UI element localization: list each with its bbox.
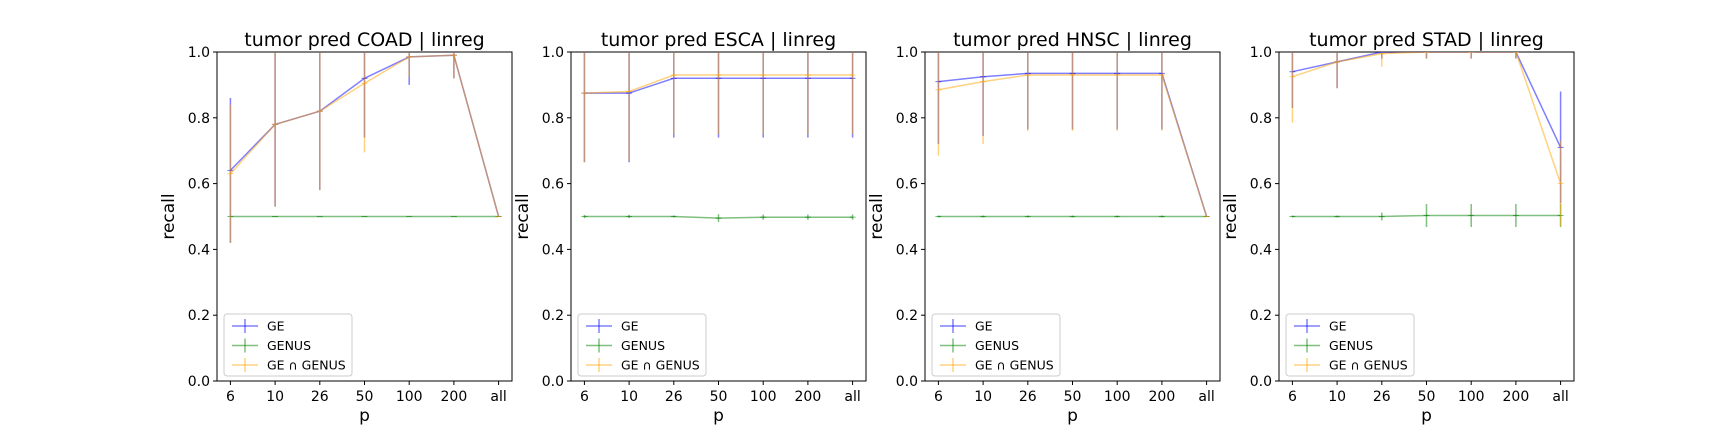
chart-title: tumor pred STAD | linreg (1309, 29, 1544, 51)
legend-box (577, 313, 707, 377)
legend-label: GENUS (267, 338, 311, 353)
x-axis-label: p (1067, 406, 1078, 426)
x-tick-label: all (1552, 389, 1568, 405)
data-layer (581, 52, 856, 223)
x-tick-label: 100 (1104, 389, 1131, 405)
x-tick-label: 50 (1418, 389, 1436, 405)
chart-title: tumor pred COAD | linreg (244, 29, 484, 51)
legend: GE GENUS GE ∩ GENUS (223, 313, 353, 377)
subplot-4: 0.0 0.2 0.4 0.6 0.8 1.0 6 10 26 50 100 200 all tumor … (1221, 29, 1575, 426)
y-tick-label: 0.0 (542, 374, 564, 390)
legend-label: GE ∩ GENUS (621, 358, 700, 373)
x-tick-label: 50 (710, 389, 728, 405)
x-tick-label: 26 (1019, 389, 1037, 405)
legend-label: GE (975, 319, 993, 334)
x-tick-label: 200 (1149, 389, 1176, 405)
chart-title: tumor pred HNSC | linreg (953, 29, 1192, 51)
y-tick-label: 1.0 (542, 45, 564, 61)
x-tick-label: 200 (795, 389, 822, 405)
legend-label: GE ∩ GENUS (1329, 358, 1408, 373)
legend: GE GENUS GE ∩ GENUS (577, 313, 707, 377)
x-tick-label: 10 (974, 389, 992, 405)
legend-box (931, 313, 1061, 377)
y-tick-label: 0.2 (188, 308, 210, 324)
x-tick-label: 10 (1328, 389, 1346, 405)
x-tick-label: all (1198, 389, 1214, 405)
y-tick-label: 0.4 (1250, 242, 1272, 258)
x-tick-label: 26 (311, 389, 329, 405)
y-tick-label: 0.0 (188, 374, 210, 390)
y-tick-label: 0.2 (1250, 308, 1272, 324)
legend: GE GENUS GE ∩ GENUS (1285, 313, 1415, 377)
data-layer (935, 52, 1210, 218)
x-tick-label: 200 (1503, 389, 1530, 405)
legend-label: GE (1329, 319, 1347, 334)
y-tick-label: 1.0 (896, 45, 918, 61)
data-layer (227, 52, 502, 243)
y-tick-label: 0.4 (188, 242, 210, 258)
legend-label: GENUS (621, 338, 665, 353)
x-tick-label: 10 (266, 389, 284, 405)
x-tick-label: 6 (934, 389, 943, 405)
y-axis-label: recall (867, 193, 887, 239)
x-tick-label: 100 (1458, 389, 1485, 405)
y-axis-label: recall (1221, 193, 1241, 239)
y-tick-label: 0.8 (896, 111, 918, 127)
data-layer (1289, 52, 1564, 228)
y-axis-label: recall (513, 193, 533, 239)
x-tick-label: 10 (620, 389, 638, 405)
x-tick-label: 100 (396, 389, 423, 405)
y-axis-label: recall (159, 193, 179, 239)
series-line-ge-genus (1292, 52, 1562, 184)
x-axis-label: p (359, 406, 370, 426)
subplot-3: 0.0 0.2 0.4 0.6 0.8 1.0 6 10 26 50 100 200 all tumor … (867, 29, 1221, 426)
legend-box (223, 313, 353, 377)
y-tick-label: 0.8 (188, 111, 210, 127)
y-tick-label: 0.0 (896, 374, 918, 390)
chart-title: tumor pred ESCA | linreg (601, 29, 836, 51)
y-tick-label: 0.2 (542, 308, 564, 324)
y-tick-label: 0.6 (188, 177, 210, 193)
x-axis-label: p (713, 406, 724, 426)
x-tick-label: 6 (226, 389, 235, 405)
x-tick-label: 200 (441, 389, 468, 405)
y-tick-label: 0.4 (542, 242, 564, 258)
y-tick-label: 0.4 (896, 242, 918, 258)
x-tick-label: 50 (1064, 389, 1082, 405)
x-tick-label: 6 (580, 389, 589, 405)
y-tick-label: 0.6 (1250, 177, 1272, 193)
y-tick-label: 0.8 (542, 111, 564, 127)
legend-label: GE (621, 319, 639, 334)
y-tick-label: 0.8 (1250, 111, 1272, 127)
x-tick-label: all (844, 389, 860, 405)
legend-label: GENUS (975, 338, 1019, 353)
legend-label: GE ∩ GENUS (267, 358, 346, 373)
y-tick-label: 0.6 (896, 177, 918, 193)
legend-label: GE (267, 319, 285, 334)
y-tick-label: 0.0 (1250, 374, 1272, 390)
x-tick-label: 26 (665, 389, 683, 405)
x-tick-label: 6 (1288, 389, 1297, 405)
x-axis-label: p (1421, 406, 1432, 426)
y-tick-label: 1.0 (1250, 45, 1272, 61)
legend-box (1285, 313, 1415, 377)
subplot-1: 0.0 0.2 0.4 0.6 0.8 1.0 6 10 26 50 100 200 all tumor … (159, 29, 513, 426)
legend-label: GE ∩ GENUS (975, 358, 1054, 373)
x-tick-label: all (490, 389, 506, 405)
legend-label: GENUS (1329, 338, 1373, 353)
legend: GE GENUS GE ∩ GENUS (931, 313, 1061, 377)
subplot-2: 0.0 0.2 0.4 0.6 0.8 1.0 6 10 26 50 100 200 all tumor … (513, 29, 867, 426)
y-tick-label: 0.6 (542, 177, 564, 193)
x-tick-label: 100 (750, 389, 777, 405)
y-tick-label: 1.0 (188, 45, 210, 61)
y-tick-label: 0.2 (896, 308, 918, 324)
x-tick-label: 50 (356, 389, 374, 405)
x-tick-label: 26 (1373, 389, 1391, 405)
